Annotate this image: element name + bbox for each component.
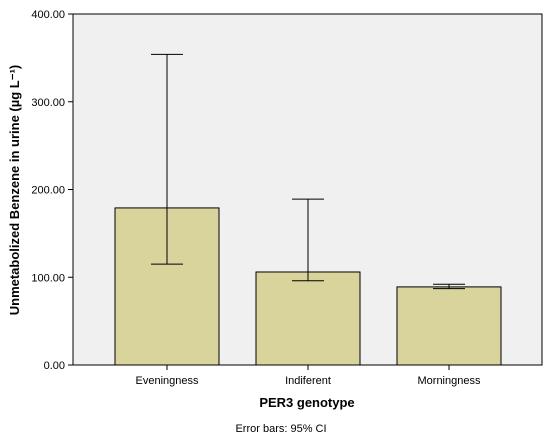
y-axis: 0.00 100.00 200.00 300.00 400.00 [31,9,73,372]
y-tick-label: 300.00 [31,97,65,109]
y-tick-label: 100.00 [31,272,65,284]
bar-indiferent [255,271,361,366]
x-tick-label: Indiferent [285,375,331,387]
y-tick-label: 400.00 [31,9,65,21]
x-axis-title: PER3 genotype [259,395,354,410]
y-tick-label: 200.00 [31,185,65,197]
x-tick-label: Morningness [418,375,481,387]
x-tick-label: Eveningness [136,375,199,387]
error-bars-layer [151,53,465,290]
y-tick-label: 0.00 [44,360,65,372]
y-axis-title: Unmetabolized Benzene in urine (µg L⁻¹) [7,65,22,316]
error-bars-note: Error bars: 95% CI [235,423,326,435]
x-axis: Eveningness Indiferent Morningness [136,365,481,387]
bar-morningness [396,286,502,366]
